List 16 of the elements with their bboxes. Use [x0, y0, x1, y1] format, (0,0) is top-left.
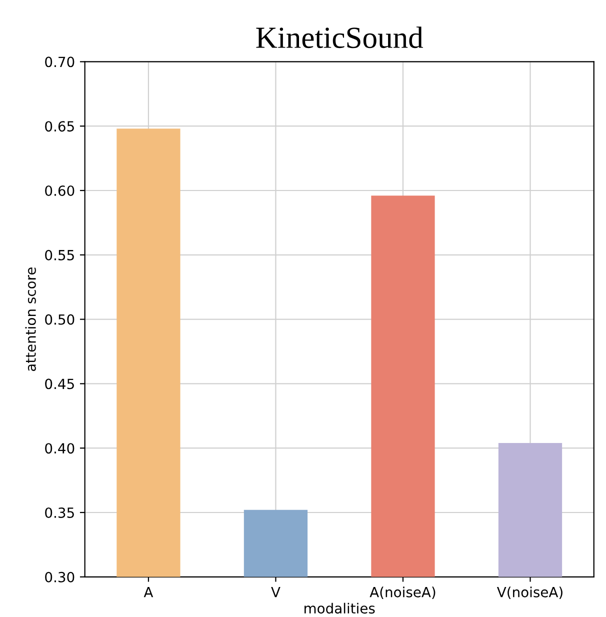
chart-title: KineticSound: [256, 26, 424, 48]
y-axis-title: attention score: [25, 267, 36, 372]
x-tick-label: A(noiseA): [370, 586, 436, 599]
y-tick-label: 0.55: [45, 250, 74, 260]
y-tick-label: 0.50: [45, 314, 74, 325]
y-tick-label: 0.70: [45, 56, 74, 68]
x-axis-title: modalities: [304, 602, 375, 614]
x-tick-label: A: [144, 587, 154, 598]
y-tick-label: 0.60: [45, 185, 74, 196]
y-tick-label: 0.40: [45, 443, 74, 454]
y-tick-label: 0.65: [45, 121, 74, 132]
y-tick-label: 0.35: [45, 507, 74, 518]
x-tick-label: V: [271, 587, 280, 598]
x-tick-label: V(noiseA): [496, 586, 562, 599]
y-tick-label: 0.30: [45, 572, 74, 582]
y-tick-label: 0.45: [45, 378, 74, 390]
